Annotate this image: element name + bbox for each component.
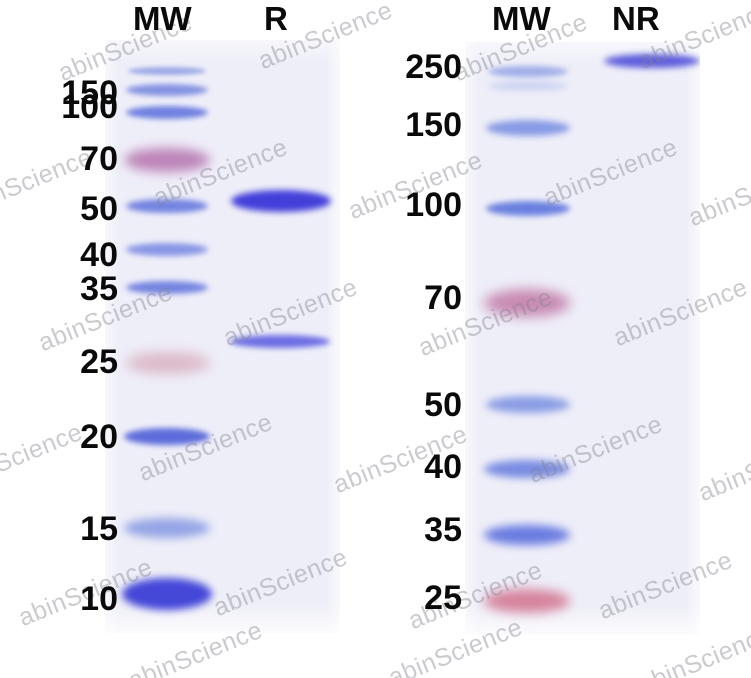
ladder-band-50-reduced xyxy=(126,199,208,213)
watermark-text: abinScience xyxy=(694,427,751,508)
sample-band-heavy-chain xyxy=(231,190,331,212)
mw-label-25-reduced: 25 xyxy=(80,343,118,381)
mw-label-50-nonreduced: 50 xyxy=(424,386,462,424)
ladder-band-250-secondary-nonreduced xyxy=(488,82,568,90)
ladder-band-10-reduced xyxy=(122,578,212,610)
ladder-band-25-nonreduced xyxy=(484,589,570,613)
ladder-band-15-reduced xyxy=(124,518,210,538)
ladder-band-100-reduced xyxy=(126,84,208,96)
mw-label-250-nonreduced: 250 xyxy=(405,48,462,86)
ladder-band-20-reduced xyxy=(124,428,210,445)
ladder-band-150-nonreduced xyxy=(486,120,570,136)
gel-panel-reduced xyxy=(105,40,340,633)
ladder-band-100-nonreduced xyxy=(486,201,570,216)
mw-label-25-nonreduced: 25 xyxy=(424,579,462,617)
gel-panel-nonreduced xyxy=(465,42,700,635)
mw-label-10-reduced: 10 xyxy=(80,580,118,618)
ladder-band-250-nonreduced xyxy=(488,66,568,77)
ladder-band-35-reduced xyxy=(126,281,208,294)
ladder-band-40-nonreduced xyxy=(484,460,570,478)
mw-label-20-reduced: 20 xyxy=(80,418,118,456)
ladder-band-25-reduced xyxy=(126,352,210,374)
ladder-band-70-reduced xyxy=(126,106,208,119)
mw-label-35-nonreduced: 35 xyxy=(424,511,462,549)
mw-label-70-nonreduced: 70 xyxy=(424,279,462,317)
mw-label-100-nonreduced: 100 xyxy=(405,186,462,224)
ladder-band-150-reduced xyxy=(128,67,206,75)
mw-label-35-reduced: 35 xyxy=(80,270,118,308)
ladder-band-50-nonreduced xyxy=(486,396,570,413)
mw-label-40-reduced: 40 xyxy=(80,236,118,274)
mw-label-50-reduced: 50 xyxy=(80,190,118,228)
lane-header-mw-reduced: MW xyxy=(133,0,192,37)
mw-label-70-reduced: 70 xyxy=(80,140,118,178)
ladder-band-70-pink-reduced xyxy=(124,148,210,172)
lane-header-sample-reduced: R xyxy=(264,0,288,37)
ladder-band-35-nonreduced xyxy=(484,525,570,545)
ladder-band-70-nonreduced xyxy=(484,289,570,317)
mw-label-150-reduced: 150 xyxy=(61,74,118,112)
lane-header-mw-nonreduced: MW xyxy=(492,0,551,37)
mw-label-100-reduced: 100 xyxy=(61,88,118,126)
mw-label-150-nonreduced: 150 xyxy=(405,106,462,144)
mw-label-15-reduced: 15 xyxy=(80,510,118,548)
mw-label-40-nonreduced: 40 xyxy=(424,448,462,486)
lane-header-sample-nonreduced: NR xyxy=(612,0,660,37)
sample-band-intact-igg xyxy=(604,54,700,68)
sample-band-light-chain xyxy=(230,335,330,348)
ladder-band-40-reduced xyxy=(126,243,208,256)
